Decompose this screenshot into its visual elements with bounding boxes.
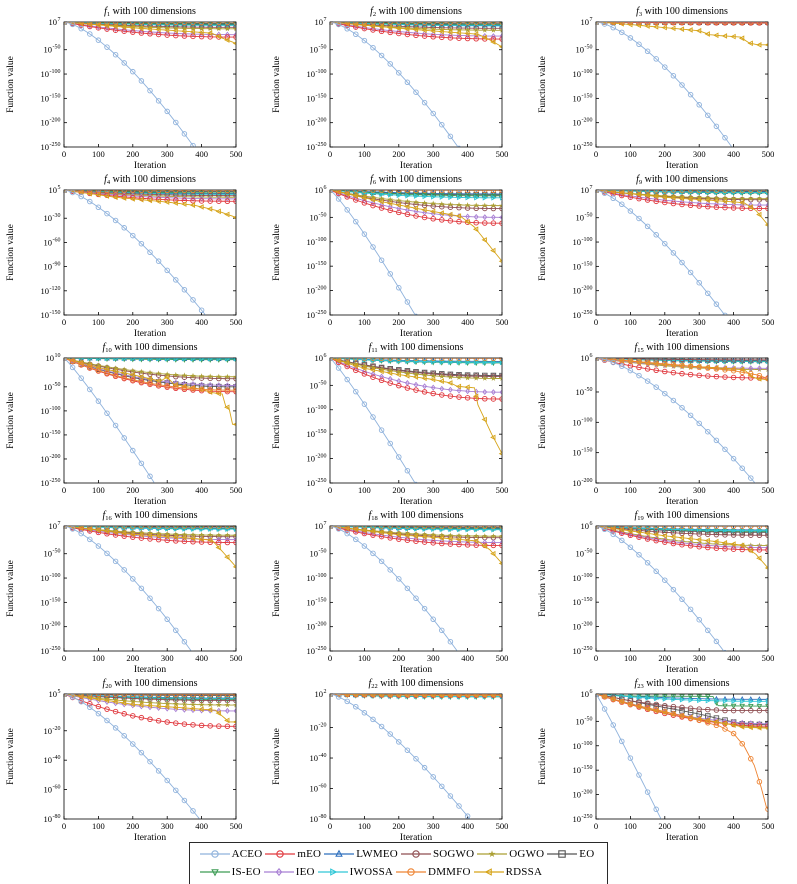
rdssa-marker-icon: [473, 868, 504, 876]
subplot-f18: [266, 504, 532, 672]
subplot-f20: [0, 672, 266, 840]
subplot-f10: [0, 336, 266, 504]
legend-label: EO: [579, 848, 595, 860]
legend-wrap: ACEO mEO LWMEO SOGWO OGWO EO IS-EO IEO IWOSSA DMM…: [0, 842, 797, 884]
legend-label: RDSSA: [505, 866, 543, 878]
subplot-f23: [532, 672, 797, 840]
subplot-f16: [0, 504, 266, 672]
legend-label: IS-EO: [231, 866, 261, 878]
legend-row-1: ACEO mEO LWMEO SOGWO OGWO EO: [199, 845, 598, 863]
legend-item-ieo: IEO: [263, 866, 315, 878]
legend-item-ogwo: OGWO: [477, 848, 544, 860]
legend-item-dmmfo: DMMFO: [396, 866, 471, 878]
dmmfo-marker-icon: [396, 868, 427, 876]
legend-item-eo: EO: [547, 848, 594, 860]
legend-item-meo: mEO: [265, 848, 321, 860]
subplot-f15: [532, 336, 797, 504]
is-eo-marker-icon: [199, 869, 230, 877]
aceo-marker-icon: [199, 850, 230, 858]
iwossa-marker-icon: [317, 868, 348, 876]
subplot-f3: [532, 0, 797, 168]
ogwo-marker-icon: [477, 850, 508, 857]
legend-item-lwmeo: LWMEO: [324, 848, 398, 860]
legend-item-aceo: ACEO: [199, 848, 263, 860]
legend-label: DMMFO: [428, 866, 471, 878]
ieo-marker-icon: [263, 867, 294, 877]
legend-item-sogwo: SOGWO: [400, 848, 475, 860]
lwmeo-marker-icon: [324, 849, 355, 857]
subplot-grid: [0, 0, 797, 840]
subplot-f9: [532, 168, 797, 336]
legend-item-rdssa: RDSSA: [473, 866, 543, 878]
legend-label: SOGWO: [432, 848, 475, 860]
meo-marker-icon: [265, 850, 296, 858]
legend-label: IEO: [295, 866, 315, 878]
legend-item-is-eo: IS-EO: [199, 866, 261, 878]
legend-row-2: IS-EO IEO IWOSSA DMMFO RDSSA: [199, 863, 598, 881]
eo-marker-icon: [547, 850, 578, 858]
subplot-f2: [266, 0, 532, 168]
legend-label: mEO: [297, 848, 322, 860]
legend: ACEO mEO LWMEO SOGWO OGWO EO IS-EO IEO IWOSSA DMM…: [188, 842, 609, 884]
subplot-f19: [532, 504, 797, 672]
subplot-f1: [0, 0, 266, 168]
sogwo-marker-icon: [400, 850, 431, 858]
subplot-f11: [266, 336, 532, 504]
legend-label: OGWO: [509, 848, 545, 860]
legend-label: LWMEO: [356, 848, 398, 860]
legend-label: IWOSSA: [349, 866, 394, 878]
subplot-f6: [266, 168, 532, 336]
subplot-f22: [266, 672, 532, 840]
subplot-f4: [0, 168, 266, 336]
legend-item-iwossa: IWOSSA: [317, 866, 394, 878]
legend-label: ACEO: [231, 848, 263, 860]
